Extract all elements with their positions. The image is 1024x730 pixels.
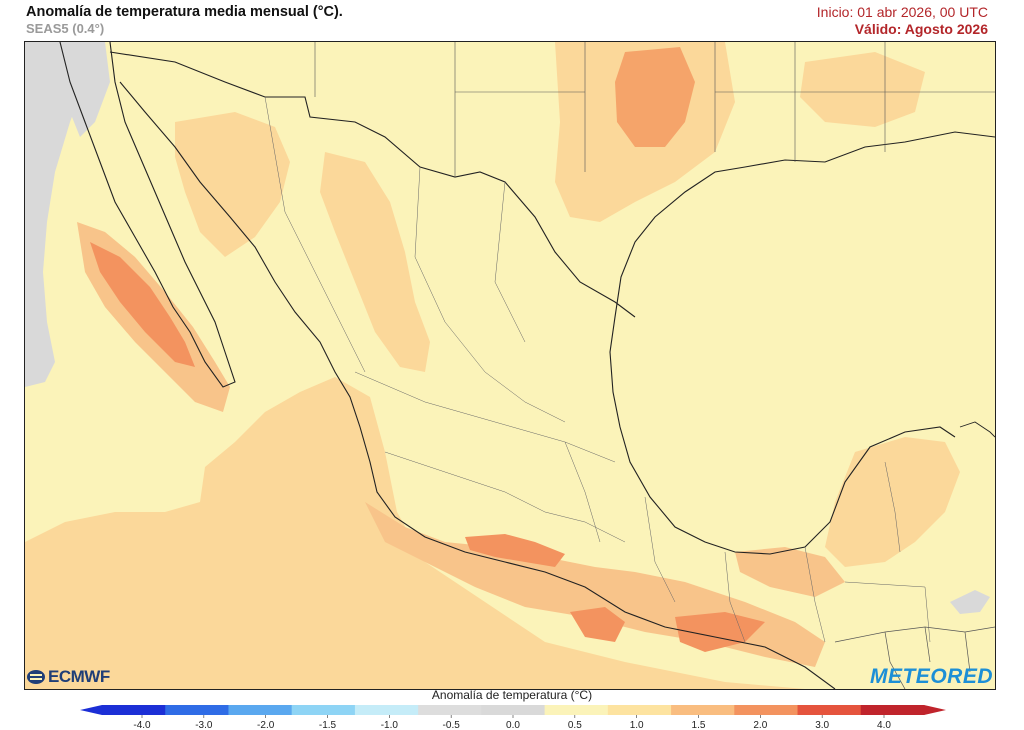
pacific-coastline: [119, 81, 836, 689]
colorbar-tick-label: -1.0: [381, 720, 399, 730]
caribbean-neutral-area: [950, 590, 990, 614]
colorbar-tick-label: 4.0: [877, 720, 891, 730]
colorbar-segment: [165, 705, 229, 715]
northeast-warm-area: [800, 52, 925, 127]
colorbar-tick-label: -1.5: [319, 720, 337, 730]
colorbar-tick-label: -3.0: [195, 720, 213, 730]
colorbar-segment: [544, 705, 609, 715]
california-neutral-area: [55, 42, 110, 137]
colorbar: -4.0 -3.0 -2.0 -1.5 -1.0 -0.5 0.0 0.5 1.0 1.5 2.0 3…: [80, 705, 946, 730]
colorbar-segment: [102, 705, 166, 715]
oaxaca-hot-area: [570, 607, 765, 652]
yucatan-warm-area: [825, 437, 960, 567]
colorbar-segment: [797, 705, 862, 715]
colorbar-segment: [418, 705, 482, 715]
map-canvas: [25, 42, 995, 689]
colorbar-tick-label: 0.0: [506, 720, 520, 730]
us-state-borders: [314, 42, 995, 177]
init-time: Inicio: 01 abr 2026, 00 UTC: [816, 4, 988, 20]
colorbar-ticks: -4.0 -3.0 -2.0 -1.5 -1.0 -0.5 0.0 0.5 1.0 1.5 2.0 3…: [133, 715, 891, 730]
ecmwf-logo-text: ECMWF: [48, 667, 110, 686]
colorbar-segment: [228, 705, 293, 715]
colorbar-tick-label: -2.0: [257, 720, 275, 730]
colorbar-tick-label: 3.0: [815, 720, 829, 730]
colorbar-arrow-low: [80, 705, 102, 715]
pacific-neutral-area: [25, 42, 85, 387]
colorbar-segments: [80, 705, 946, 715]
colorbar-segment: [607, 705, 672, 715]
colorbar-tick-label: -4.0: [133, 720, 151, 730]
colorbar-tick-label: 1.0: [630, 720, 644, 730]
map-title: Anomalía de temperatura media mensual (°…: [26, 4, 343, 20]
colorbar-segment: [671, 705, 735, 715]
gulf-coastline: [609, 131, 995, 555]
colorbar-tick-label: 1.5: [692, 720, 706, 730]
chihuahua-warm-area: [320, 152, 430, 372]
tabasco-warm-area: [735, 547, 845, 597]
central-america-borders: [834, 626, 995, 689]
anomaly-map: ECMWF METEORED: [24, 41, 996, 690]
valid-time: Válido: Agosto 2026: [854, 21, 988, 37]
sonora-warm-area: [175, 112, 290, 257]
cuba-coast: [959, 421, 995, 438]
ecmwf-logo: ECMWF: [27, 667, 110, 687]
legend-title: Anomalía de temperatura (°C): [431, 688, 593, 702]
colorbar-segment: [734, 705, 799, 715]
colorbar-tick-label: 2.0: [753, 720, 767, 730]
mexico-state-borders: [264, 96, 931, 643]
colorbar-segment: [860, 705, 925, 715]
colorbar-arrow-high: [924, 705, 946, 715]
colorbar-segment: [354, 705, 419, 715]
model-label: SEAS5 (0.4°): [26, 21, 105, 36]
guerrero-hot-area: [465, 534, 565, 567]
baja-hot-area: [90, 242, 195, 367]
pacific-warm-area: [25, 377, 805, 689]
colorbar-tick-label: -0.5: [443, 720, 461, 730]
colorbar-segment: [481, 705, 546, 715]
ecmwf-logo-icon: [27, 670, 45, 684]
colorbar-segment: [291, 705, 356, 715]
texas-hot-area: [615, 47, 695, 147]
colorbar-tick-label: 0.5: [568, 720, 582, 730]
meteored-logo: METEORED: [869, 665, 993, 688]
baja-peninsula: [59, 42, 236, 388]
